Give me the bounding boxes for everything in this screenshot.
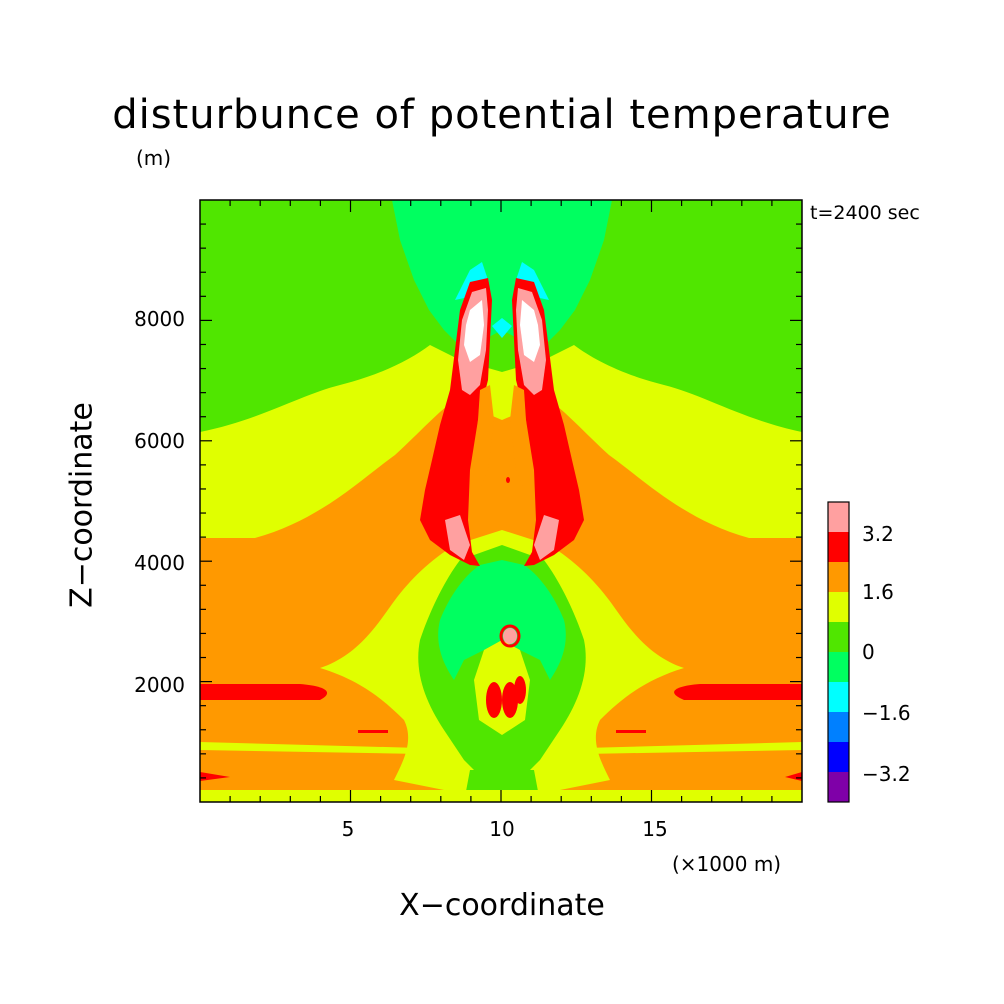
region-pink-lower	[503, 628, 517, 644]
x-axis-label: X−coordinate	[399, 888, 605, 923]
region-cool-lower	[438, 560, 566, 680]
colorbar-swatch	[828, 562, 849, 592]
region-yellow-stripe-2	[584, 742, 802, 754]
region-orange-inner-left	[476, 385, 494, 490]
colorbar-swatch	[828, 592, 849, 622]
region-red-right-bottom	[785, 772, 802, 781]
region-red-lower-ring	[499, 624, 521, 648]
region-white-plume-right	[520, 300, 540, 362]
region-red-lower-3	[514, 676, 526, 704]
x-tick-label: 10	[489, 817, 514, 841]
chart-title: disturbunce of potential temperature	[112, 92, 892, 138]
colorbar-label: −1.6	[862, 701, 911, 725]
colorbar-label: 1.6	[862, 580, 894, 604]
region-orange-inner-right	[510, 385, 528, 490]
region-red-lower-2	[502, 682, 518, 718]
region-red-left-band	[200, 684, 328, 700]
region-red-left-bottom	[200, 772, 230, 781]
axis-ticks	[200, 200, 802, 802]
y-tick-label: 4000	[134, 551, 185, 575]
colorbar-swatch	[828, 652, 849, 682]
region-pink-lower-right	[534, 515, 559, 560]
region-cool-upper	[392, 200, 612, 345]
region-cyan-center	[492, 318, 512, 338]
y-tick-label: 8000	[134, 307, 185, 331]
region-red-right-band	[674, 684, 802, 700]
colorbar-swatch	[828, 712, 849, 742]
colorbar-label: 0	[862, 640, 875, 664]
colorbar	[827, 501, 850, 803]
colorbar-label: 3.2	[862, 522, 894, 546]
colorbar-swatch	[828, 772, 849, 802]
time-label: t=2400 sec	[810, 202, 920, 224]
colorbar-frame	[827, 501, 850, 803]
region-red-lower-1	[486, 682, 502, 718]
colorbar-swatch	[828, 682, 849, 712]
y-tick-label: 2000	[134, 673, 185, 697]
x-tick-label: 15	[642, 817, 667, 841]
region-red-left-sliver	[358, 730, 388, 733]
x-tick-label: 5	[342, 817, 355, 841]
colorbar-swatch	[828, 742, 849, 772]
y-tick-label: 6000	[134, 429, 185, 453]
axis-tick-labels: 2000 4000 6000 8000 5 10 15	[134, 307, 668, 841]
region-red-center-dot	[506, 477, 510, 483]
region-pink-lower-left	[445, 515, 470, 560]
contour-field	[200, 200, 802, 802]
colorbar-swatch	[828, 622, 849, 652]
colorbar-label: −3.2	[862, 762, 911, 786]
z-unit-label: (m)	[136, 146, 172, 170]
colorbar-swatch	[828, 502, 849, 532]
x-multiplier-label: (×1000 m)	[672, 852, 782, 876]
colorbar-swatch	[828, 532, 849, 562]
region-red-right-sliver	[616, 730, 646, 733]
region-white-plume-left	[464, 300, 484, 362]
region-yellow-stripe-1	[200, 742, 420, 754]
colorbar-labels: 3.2 1.6 0 −1.6 −3.2	[862, 522, 911, 786]
